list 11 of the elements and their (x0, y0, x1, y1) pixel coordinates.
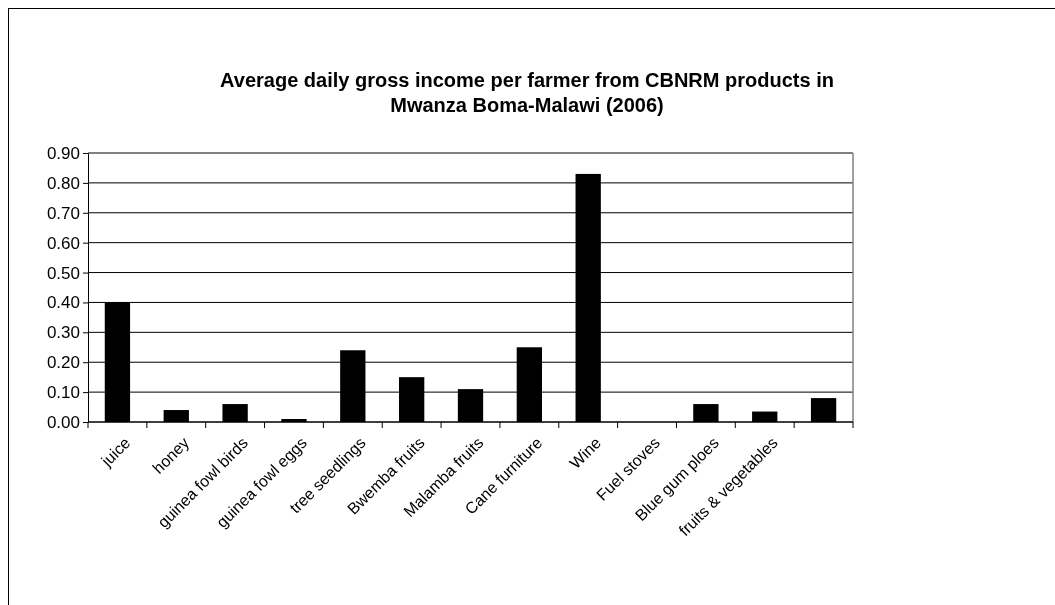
y-tick-label: 0.30 (46, 323, 80, 343)
y-tick-label: 0.70 (46, 203, 80, 223)
y-tick-label: 0.60 (46, 233, 80, 253)
y-tick-label: 0.50 (46, 263, 80, 283)
y-tick-label: 0.90 (46, 143, 80, 163)
y-tick-label: 0.20 (46, 353, 80, 373)
y-tick-label: 0.00 (46, 412, 80, 432)
y-tick-label: 0.40 (46, 293, 80, 313)
chart-title: Average daily gross income per farmer from CBNRM products in Mwanza Boma-Malawi (2006) (220, 69, 834, 116)
y-tick-label: 0.80 (46, 173, 80, 193)
y-tick-label: 0.10 (46, 383, 80, 403)
